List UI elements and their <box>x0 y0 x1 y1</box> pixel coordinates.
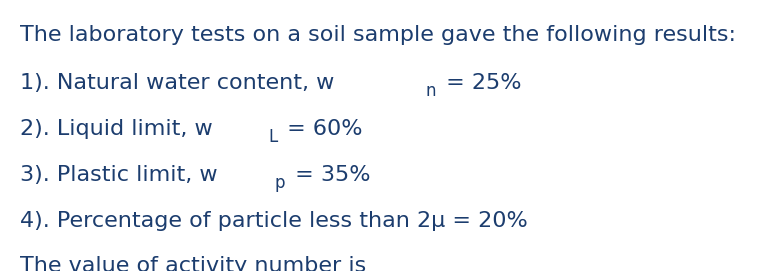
Text: = 60%: = 60% <box>280 119 362 139</box>
Text: n: n <box>425 82 436 100</box>
Text: 4). Percentage of particle less than 2μ = 20%: 4). Percentage of particle less than 2μ … <box>20 211 527 231</box>
Text: p: p <box>275 174 285 192</box>
Text: The value of activity number is: The value of activity number is <box>20 256 366 271</box>
Text: = 35%: = 35% <box>288 165 370 185</box>
Text: = 25%: = 25% <box>439 73 521 93</box>
Text: The laboratory tests on a soil sample gave the following results:: The laboratory tests on a soil sample ga… <box>20 25 736 45</box>
Text: L: L <box>268 128 277 146</box>
Text: 3). Plastic limit, w: 3). Plastic limit, w <box>20 165 217 185</box>
Text: 1). Natural water content, w: 1). Natural water content, w <box>20 73 334 93</box>
Text: 2). Liquid limit, w: 2). Liquid limit, w <box>20 119 212 139</box>
